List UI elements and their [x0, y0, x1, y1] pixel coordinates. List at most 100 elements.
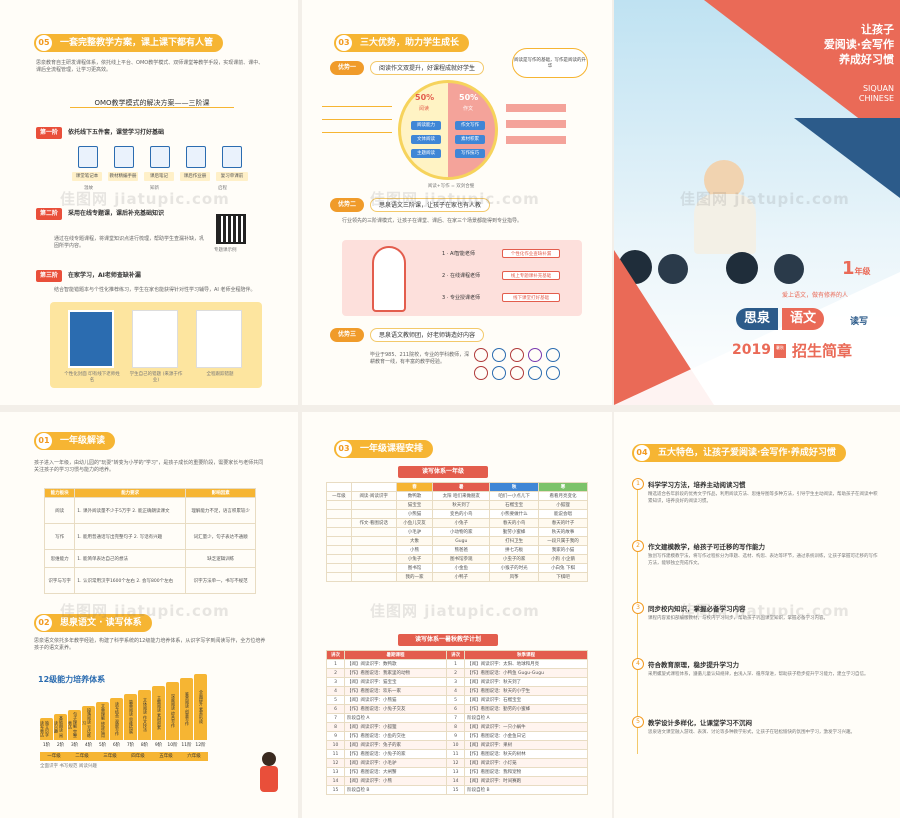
- section-title-03b: 03 一年级课程安排: [334, 440, 434, 458]
- section-title-04: 04 五大特色，让孩子爱阅读·会写作·养成好习惯: [632, 444, 846, 462]
- university-logo-icon: [528, 348, 542, 362]
- feature-item: 3 同步校内知识，掌握必备学习内容 课程内容紧扣部编版教材，与校内学习同步，帮助…: [632, 602, 882, 652]
- level-label: 6阶: [112, 743, 121, 748]
- teacher-illustration: [664, 150, 794, 260]
- table-row: 4 【作】看图说话：欢乐一家 4 【作】看图说话：秋天的小学生: [326, 686, 588, 696]
- table1-title: 读写体系一年级: [398, 466, 488, 478]
- reading-chip: 主题阅读: [411, 149, 441, 158]
- section-title-01: 01 一年级解读: [34, 432, 116, 450]
- university-logo-icon: [492, 366, 506, 380]
- level-skill: 文章理解 修辞运用: [101, 704, 106, 738]
- level-skill: 深度阅读 综合写作: [171, 694, 176, 728]
- reading-chip: 文体阅读: [411, 135, 441, 144]
- level-bar-10: [166, 682, 179, 740]
- section-title-03: 03 三大优势，助力学生成长: [334, 34, 470, 52]
- level-bar-8: [138, 690, 151, 740]
- level-label: 5阶: [98, 743, 107, 748]
- rocket-step-desc: 线上专题课补充基础: [502, 271, 560, 280]
- ability-table: 能力板块 能力要求 影响因素 阅读 1. 课外阅读量不少于5万字 2. 能正确朗读课文…: [43, 488, 256, 594]
- level-bar-7: [124, 694, 137, 740]
- table-row: 思维能力 1. 能简单表达自己的想法 缺乏逻辑训练: [43, 549, 256, 568]
- university-logo-icon: [474, 366, 488, 380]
- table-row: 11 【作】看图说话：小兔子的家 11 【作】看图说话：秋天的树林: [326, 749, 588, 759]
- panel-teaching-plan: 05 一套完整教学方案，课上课下都有人管 思泉教育自主研发课程体系，依托线上平台…: [0, 0, 298, 405]
- section-title-05: 05 一套完整教学方案，课上课下都有人管: [34, 34, 224, 52]
- advantage3-desc: 思泉语文教师团，好老师铸造好内容: [370, 328, 485, 342]
- table-row: 9 【作】看图说话：小鱼的交往 9 【作】看图说话：小金鱼日记: [326, 731, 588, 741]
- books-showcase: 个性化封面 印有线下老师姓名 学生自己的错题 (来源于作业) 全程跟踪错题: [50, 302, 262, 388]
- writing-points: [506, 100, 566, 152]
- level-label: 12阶: [195, 743, 206, 748]
- table-row: 8 【阅】阅读识字：小狐狸 8 【阅】阅读识字：一只小蜗牛: [326, 722, 588, 732]
- level-bar-1: [40, 718, 53, 740]
- cover-tagline: 爱上语文，做有修养的人: [782, 292, 849, 299]
- book-page-icon: [132, 310, 178, 368]
- stage3-tag: 第三阶: [36, 270, 62, 282]
- table-row: 小兔子 图书馆参观 小虫子的家 小狗 小企鹅: [326, 554, 588, 564]
- level-bar-5: [96, 702, 109, 740]
- level-bar-3: [68, 710, 81, 740]
- level-skill: 文体阅读 作文技法: [143, 698, 148, 732]
- rocket-step-desc: 个性化作业查缺补漏: [502, 249, 560, 258]
- table-row: 7 阶段自检 A 7 阶段自检 A: [326, 713, 588, 723]
- writing-label: 作文: [463, 106, 474, 112]
- level-skill: 独立识字 读写表达: [40, 721, 50, 737]
- table-row: 我的一家 小鸭子 风筝 下棋吧: [326, 572, 588, 582]
- rocket-step: 3 · 专业授课老师: [442, 295, 480, 301]
- book-caption: 全程跟踪错题: [206, 372, 234, 377]
- level-skill: 基础朗读 阅读兴趣: [54, 716, 64, 738]
- rocket-diagram: 1 · AI智能老师 个性化作业查缺补漏 2 · 在线课程老师 线上专题课补充基…: [342, 240, 582, 316]
- reading-label: 阅读: [419, 106, 430, 112]
- brand-yuwen: 语文: [782, 308, 825, 330]
- system-intro: 思泉语文依托多年教学经验，构建了科学系统的12级能力培养体系，从识字写字到阅读写…: [34, 638, 266, 651]
- advantage2-text: 行业领先的三阶课模式，让孩子在课堂、课后、在家三个场景都能得到专业指导。: [342, 218, 523, 224]
- level-label: 8阶: [140, 743, 149, 748]
- university-logo-icon: [546, 366, 560, 380]
- qr-code-icon: [216, 214, 246, 244]
- table-row: 作文·看图说话 小鱼儿交友 小兔子 春天的小鸟 春天的叶子: [326, 518, 588, 528]
- writing-chip: 素材积累: [455, 135, 485, 144]
- table-row: 识字与写字 1. 认识常用汉字1600个左右 2. 会写800个左右 识字方法单一，…: [43, 567, 256, 594]
- stage1-tag-label: 课堂笔记本: [72, 172, 102, 181]
- level-bar-6: [110, 698, 123, 740]
- level-label: 1阶: [42, 743, 51, 748]
- table-row: 2 【作】看图说话：我家里的动物 2 【作】看图说话：小鸭鱼 Gugu-Gugu: [326, 668, 588, 678]
- rocket-step-desc: 线下课堂打好基础: [502, 293, 560, 302]
- level-label: 4阶: [84, 743, 93, 748]
- table-row: 6 【作】看图说话：小兔子交友 6 【作】看图说话：勤劳的小蜜蜂: [326, 704, 588, 714]
- feature-item: 1 科学学习方法，培养主动阅读习惯 精选适合各年龄段的优秀文学作品，利用阅读方法…: [632, 478, 882, 538]
- brand-sub: 读写: [850, 317, 869, 327]
- level-skill: 全面提升 素养形成: [199, 690, 204, 724]
- book-caption: 学生自己的错题 (来源于作业): [129, 372, 183, 383]
- cover-slogan: 让孩子 爱阅读·会写作 养成好习惯: [823, 23, 894, 66]
- section-number: 03: [336, 441, 352, 457]
- grade-number: 1年级: [842, 258, 871, 279]
- panel-cover: 让孩子 爱阅读·会写作 养成好习惯 SIQUAN CHINESE 1年级 爱上语…: [614, 0, 900, 405]
- panel-advantages: 03 三大优势，助力学生成长 阅读是写作的基础，写作是阅读的升华 优势一 阅读作…: [302, 0, 612, 405]
- book-caption: 个性化封面 印有线下老师姓名: [64, 372, 120, 383]
- advantage3-text: 毕业于985、211院校，专业的学科教师，深耕教育一线，有丰富的教学经验。: [370, 352, 470, 365]
- level-label: 9阶: [154, 743, 163, 748]
- teacher-face-icon: [704, 160, 744, 200]
- grade-desc: 全面识字 书写规范 阅读兴趣: [40, 764, 97, 769]
- section-number: 03: [336, 35, 352, 51]
- writing-chip: 作文写作: [455, 121, 485, 130]
- watermark: 佳图网 jiatupic.com: [680, 602, 850, 620]
- level-label: 2阶: [56, 743, 65, 748]
- book-page-icon: [196, 310, 242, 368]
- section-title-02: 02 思泉语文 · 读写体系: [34, 614, 152, 632]
- course-table: 春 暑 秋 寒 一年级 阅读·阅读识字 数鸭歌 太阳 咱们来做朋友 咱们一小点儿下 看看月…: [326, 482, 588, 582]
- stage2-desc: 通过在线专题课程，将课堂知识点进行梳理，帮助学生查漏补缺，巩固所学内容。: [54, 236, 205, 249]
- table-row: 大象 Gugu 打扫卫生 一段只属于我的: [326, 536, 588, 546]
- reading-writing-circle: 50% 50% 阅读 作文 阅读能力 文体阅读 主题阅读 作文写作 素材积累 写…: [398, 80, 498, 180]
- level-bar-9: [152, 686, 165, 740]
- level-label: 7阶: [126, 743, 135, 748]
- university-logo-icon: [492, 348, 506, 362]
- level-bar-11: [180, 678, 193, 740]
- table-row: 1 【阅】阅读识字：数鸭歌 1 【阅】阅读识字：太阳、地球和月亮: [326, 659, 588, 669]
- table-row: 小熊猫 变色的小鸟 小熊要做什么 能说会唱: [326, 509, 588, 519]
- grade-intro: 孩子进入一年级，由幼儿园的"玩耍"转变为小学的"学习"，是孩子成长的重要阶段，需…: [34, 460, 264, 473]
- notebook-icon: [78, 146, 98, 168]
- level-label: 10阶: [167, 743, 178, 748]
- stage3-label: 在家学习，AI老师查缺补漏: [68, 272, 141, 279]
